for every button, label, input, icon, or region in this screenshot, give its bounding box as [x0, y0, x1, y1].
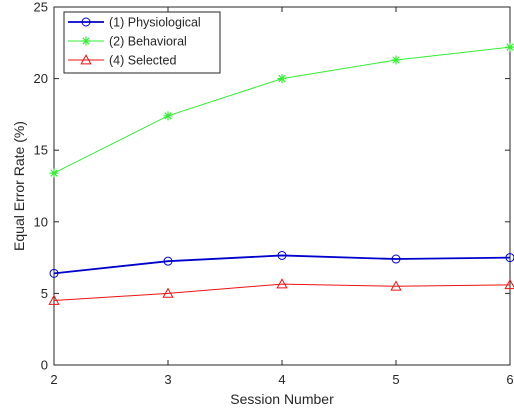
- legend-label: (2) Behavioral: [109, 35, 187, 49]
- legend-entry: (4) Selected: [68, 54, 176, 68]
- legend: (1) Physiological (2) Behavioral (4) Selec…: [63, 11, 221, 74]
- data-point: [162, 287, 174, 298]
- legend-marker: [81, 36, 91, 46]
- y-tick-label: 20: [34, 71, 48, 86]
- legend-marker: [80, 54, 92, 65]
- x-axis-ticks: 2 3 4 5 6: [50, 7, 514, 387]
- legend-label: (1) Physiological: [109, 16, 201, 30]
- data-point: [277, 74, 287, 84]
- y-tick-label: 25: [34, 0, 48, 15]
- data-point: [49, 268, 59, 278]
- series-2: [49, 42, 514, 178]
- data-point: [163, 256, 173, 266]
- data-point: [49, 168, 59, 178]
- legend-entry: (1) Physiological: [68, 16, 201, 30]
- series-line: [53, 283, 511, 302]
- y-tick-label: 5: [41, 286, 48, 301]
- data-point: [163, 111, 173, 121]
- legend-marker: [81, 17, 91, 27]
- series-layer: [48, 42, 514, 305]
- y-tick-label: 0: [41, 358, 48, 373]
- data-point: [391, 254, 401, 264]
- x-tick-label: 2: [50, 372, 57, 387]
- x-tick-label: 5: [392, 372, 399, 387]
- data-point: [391, 55, 401, 65]
- series-line: [53, 254, 511, 275]
- data-point: [276, 278, 288, 289]
- data-point: [505, 253, 514, 263]
- x-axis-label: Session Number: [230, 391, 334, 407]
- data-point: [48, 294, 60, 305]
- y-tick-label: 15: [34, 143, 48, 158]
- data-point: [277, 250, 287, 260]
- series-3: [48, 278, 514, 305]
- data-point: [390, 280, 402, 291]
- data-point: [504, 278, 514, 290]
- x-tick-label: 3: [164, 372, 171, 387]
- y-axis-label: Equal Error Rate (%): [11, 121, 27, 251]
- legend-label: (4) Selected: [109, 54, 176, 68]
- legend-entry: (2) Behavioral: [68, 35, 187, 49]
- x-tick-label: 6: [506, 372, 513, 387]
- x-tick-label: 4: [278, 372, 285, 387]
- series-1: [49, 250, 514, 278]
- y-tick-label: 10: [34, 214, 48, 229]
- data-point: [505, 42, 514, 52]
- y-axis-ticks: 0 5 10 15 20 25: [34, 0, 510, 373]
